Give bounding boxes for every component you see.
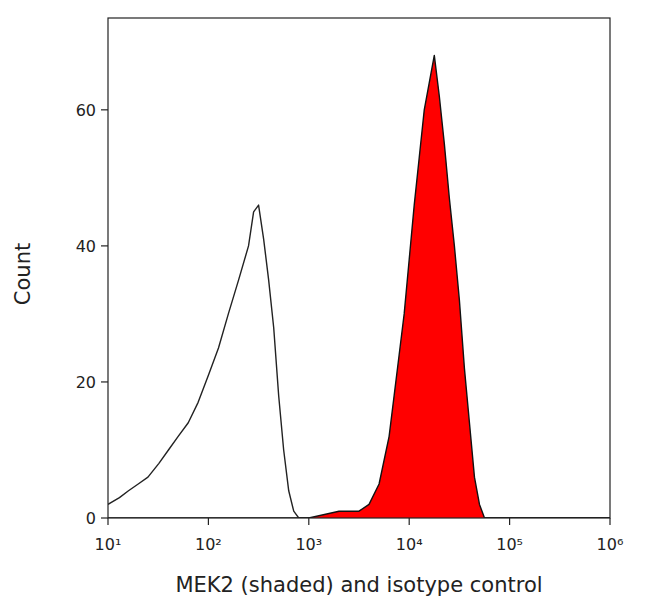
x-tick: [208, 518, 209, 525]
chart: 0 20 40 60 10¹ 10² 10³ 10⁴ 10⁵ 10⁶ MEK2 (shaded) a…: [0, 0, 650, 610]
y-tick-label: 40: [76, 237, 96, 256]
plot-frame: [108, 18, 610, 518]
x-tick-label: 10⁴: [396, 535, 423, 554]
x-tick-label: 10¹: [95, 535, 122, 554]
y-axis-title: Count: [11, 243, 35, 305]
area-fill: [108, 55, 610, 518]
x-tick: [609, 518, 610, 525]
y-tick-label: 20: [76, 373, 96, 392]
line: [108, 205, 610, 518]
x-tick: [509, 518, 510, 525]
y-tick-label: 60: [76, 101, 96, 120]
x-tick: [107, 518, 108, 525]
y-tick: [101, 381, 108, 382]
y-tick: [101, 109, 108, 110]
y-tick: [101, 517, 108, 518]
x-tick-label: 10²: [195, 535, 222, 554]
x-axis-title: MEK2 (shaded) and isotype control: [175, 573, 542, 597]
x-tick-label: 10⁶: [597, 535, 624, 554]
y-tick: [101, 245, 108, 246]
x-tick: [409, 518, 410, 525]
x-tick-label: 10⁵: [496, 535, 523, 554]
x-tick-label: 10³: [295, 535, 322, 554]
x-tick: [308, 518, 309, 525]
plot-area: [108, 55, 610, 518]
y-tick-label: 0: [86, 509, 96, 528]
area-outline: [108, 55, 610, 518]
